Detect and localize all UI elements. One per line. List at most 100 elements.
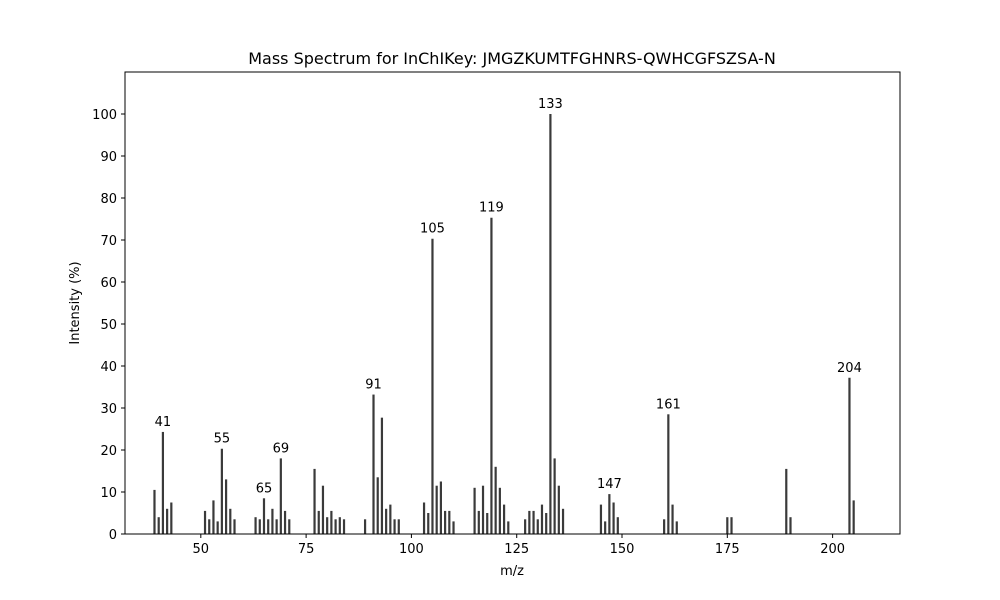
- peak-bar-mz-39: [153, 489, 156, 534]
- y-tick-label: 10: [100, 486, 117, 501]
- peak-bar-mz-57: [229, 508, 232, 534]
- peak-bar-mz-161: [667, 414, 670, 534]
- peak-label-119: 119: [479, 201, 504, 216]
- peak-bar-mz-96: [393, 519, 396, 534]
- peak-label-204: 204: [837, 361, 862, 376]
- peak-label-133: 133: [538, 97, 563, 112]
- peak-bar-mz-94: [385, 508, 388, 534]
- peak-bar-mz-163: [675, 521, 678, 534]
- y-tick-label: 80: [100, 192, 117, 207]
- peak-bar-mz-162: [671, 504, 674, 534]
- peak-bar-mz-149: [616, 517, 619, 534]
- peak-bar-mz-145: [599, 504, 603, 534]
- peak-bar-mz-93: [380, 417, 384, 534]
- peak-bar-mz-91: [372, 394, 375, 534]
- x-tick-label: 50: [193, 542, 210, 557]
- peak-bar-mz-51: [203, 510, 207, 534]
- y-tick-label: 30: [100, 402, 117, 417]
- peak-label-147: 147: [597, 477, 622, 492]
- peak-bar-mz-43: [170, 502, 173, 534]
- peak-bar-mz-103: [422, 502, 426, 534]
- peak-bar-mz-115: [473, 487, 476, 534]
- peak-bar-mz-123: [507, 521, 510, 534]
- chart-title: Mass Spectrum for InChIKey: JMGZKUMTFGHN…: [248, 49, 776, 68]
- peak-label-105: 105: [420, 222, 445, 237]
- peak-bar-mz-204: [848, 377, 851, 534]
- peak-bar-mz-105: [431, 238, 434, 535]
- peak-bar-mz-66: [267, 519, 270, 534]
- peak-bar-mz-70: [283, 510, 287, 534]
- y-axis-label: Intensity (%): [68, 261, 83, 344]
- peak-bar-mz-55: [220, 448, 223, 534]
- peak-bar-mz-176: [730, 517, 733, 534]
- x-tick-label: 200: [820, 542, 845, 557]
- peak-label-65: 65: [256, 481, 273, 496]
- y-tick-label: 50: [100, 318, 117, 333]
- peak-label-161: 161: [656, 397, 681, 412]
- peak-bar-mz-41: [161, 431, 165, 534]
- peak-bar-mz-136: [561, 508, 565, 534]
- x-axis-ticks: 50 75 100 125 150 175 200: [193, 534, 845, 557]
- peak-bar-mz-82: [334, 519, 337, 534]
- peak-bar-mz-189: [785, 468, 788, 534]
- peak-bars: [153, 114, 855, 535]
- peak-bar-mz-118: [486, 513, 489, 534]
- peak-bar-mz-130: [536, 519, 539, 534]
- y-tick-label: 60: [100, 276, 117, 291]
- peak-bar-mz-78: [317, 510, 320, 534]
- peak-bar-mz-108: [444, 510, 447, 534]
- peak-label-41: 41: [155, 415, 172, 430]
- peak-bar-mz-71: [288, 519, 291, 534]
- peak-bar-mz-97: [397, 519, 400, 534]
- peak-bar-mz-63: [254, 517, 257, 534]
- peak-bar-mz-116: [477, 510, 480, 534]
- y-tick-label: 0: [109, 528, 117, 543]
- plot-frame: [124, 71, 901, 535]
- peak-bar-mz-79: [321, 485, 325, 534]
- x-tick-label: 125: [504, 542, 529, 557]
- peak-bar-mz-110: [452, 521, 455, 534]
- peak-bar-mz-122: [502, 504, 506, 534]
- peak-bar-mz-65: [262, 498, 266, 534]
- peak-bar-mz-104: [427, 513, 430, 534]
- peak-bar-mz-127: [524, 519, 527, 534]
- peak-bar-mz-67: [271, 508, 274, 534]
- x-tick-label: 100: [399, 542, 424, 557]
- peak-bar-mz-89: [363, 519, 367, 534]
- peak-bar-mz-69: [279, 458, 282, 534]
- peak-bar-mz-106: [435, 485, 438, 534]
- x-tick-label: 150: [610, 542, 635, 557]
- peak-bar-mz-64: [258, 519, 261, 534]
- peak-label-69: 69: [273, 441, 290, 456]
- peak-bar-mz-81: [330, 510, 333, 534]
- peak-bar-mz-53: [212, 500, 215, 534]
- peak-bar-mz-121: [498, 487, 501, 534]
- peak-bar-mz-109: [448, 510, 451, 534]
- x-tick-label: 175: [715, 542, 740, 557]
- y-tick-label: 20: [100, 444, 117, 459]
- peak-bar-mz-117: [481, 485, 485, 534]
- peak-bar-mz-40: [157, 517, 160, 534]
- peak-bar-mz-128: [528, 510, 531, 534]
- peak-bar-mz-56: [224, 479, 228, 534]
- peak-label-55: 55: [214, 432, 231, 447]
- y-axis-ticks: 0 10 20 30 40 50 60 70 80 90 100: [92, 108, 125, 543]
- x-axis-label: m/z: [500, 564, 524, 579]
- peak-bar-mz-160: [663, 519, 666, 534]
- peak-bar-mz-131: [540, 504, 544, 534]
- y-tick-label: 90: [100, 150, 117, 165]
- peak-bar-mz-148: [612, 502, 615, 534]
- peak-bar-mz-92: [376, 477, 379, 534]
- peak-bar-mz-190: [789, 517, 792, 534]
- peak-bar-mz-133: [549, 114, 552, 534]
- y-tick-label: 100: [92, 108, 117, 123]
- peak-bar-mz-205: [852, 500, 855, 534]
- peak-bar-mz-80: [326, 517, 329, 534]
- peak-bar-mz-146: [604, 521, 607, 534]
- peak-bar-mz-119: [490, 217, 493, 535]
- peak-bar-mz-42: [166, 508, 169, 534]
- peak-bar-mz-52: [208, 519, 211, 534]
- peak-bar-mz-58: [233, 519, 236, 534]
- peak-bar-mz-107: [439, 481, 442, 534]
- y-tick-label: 40: [100, 360, 117, 375]
